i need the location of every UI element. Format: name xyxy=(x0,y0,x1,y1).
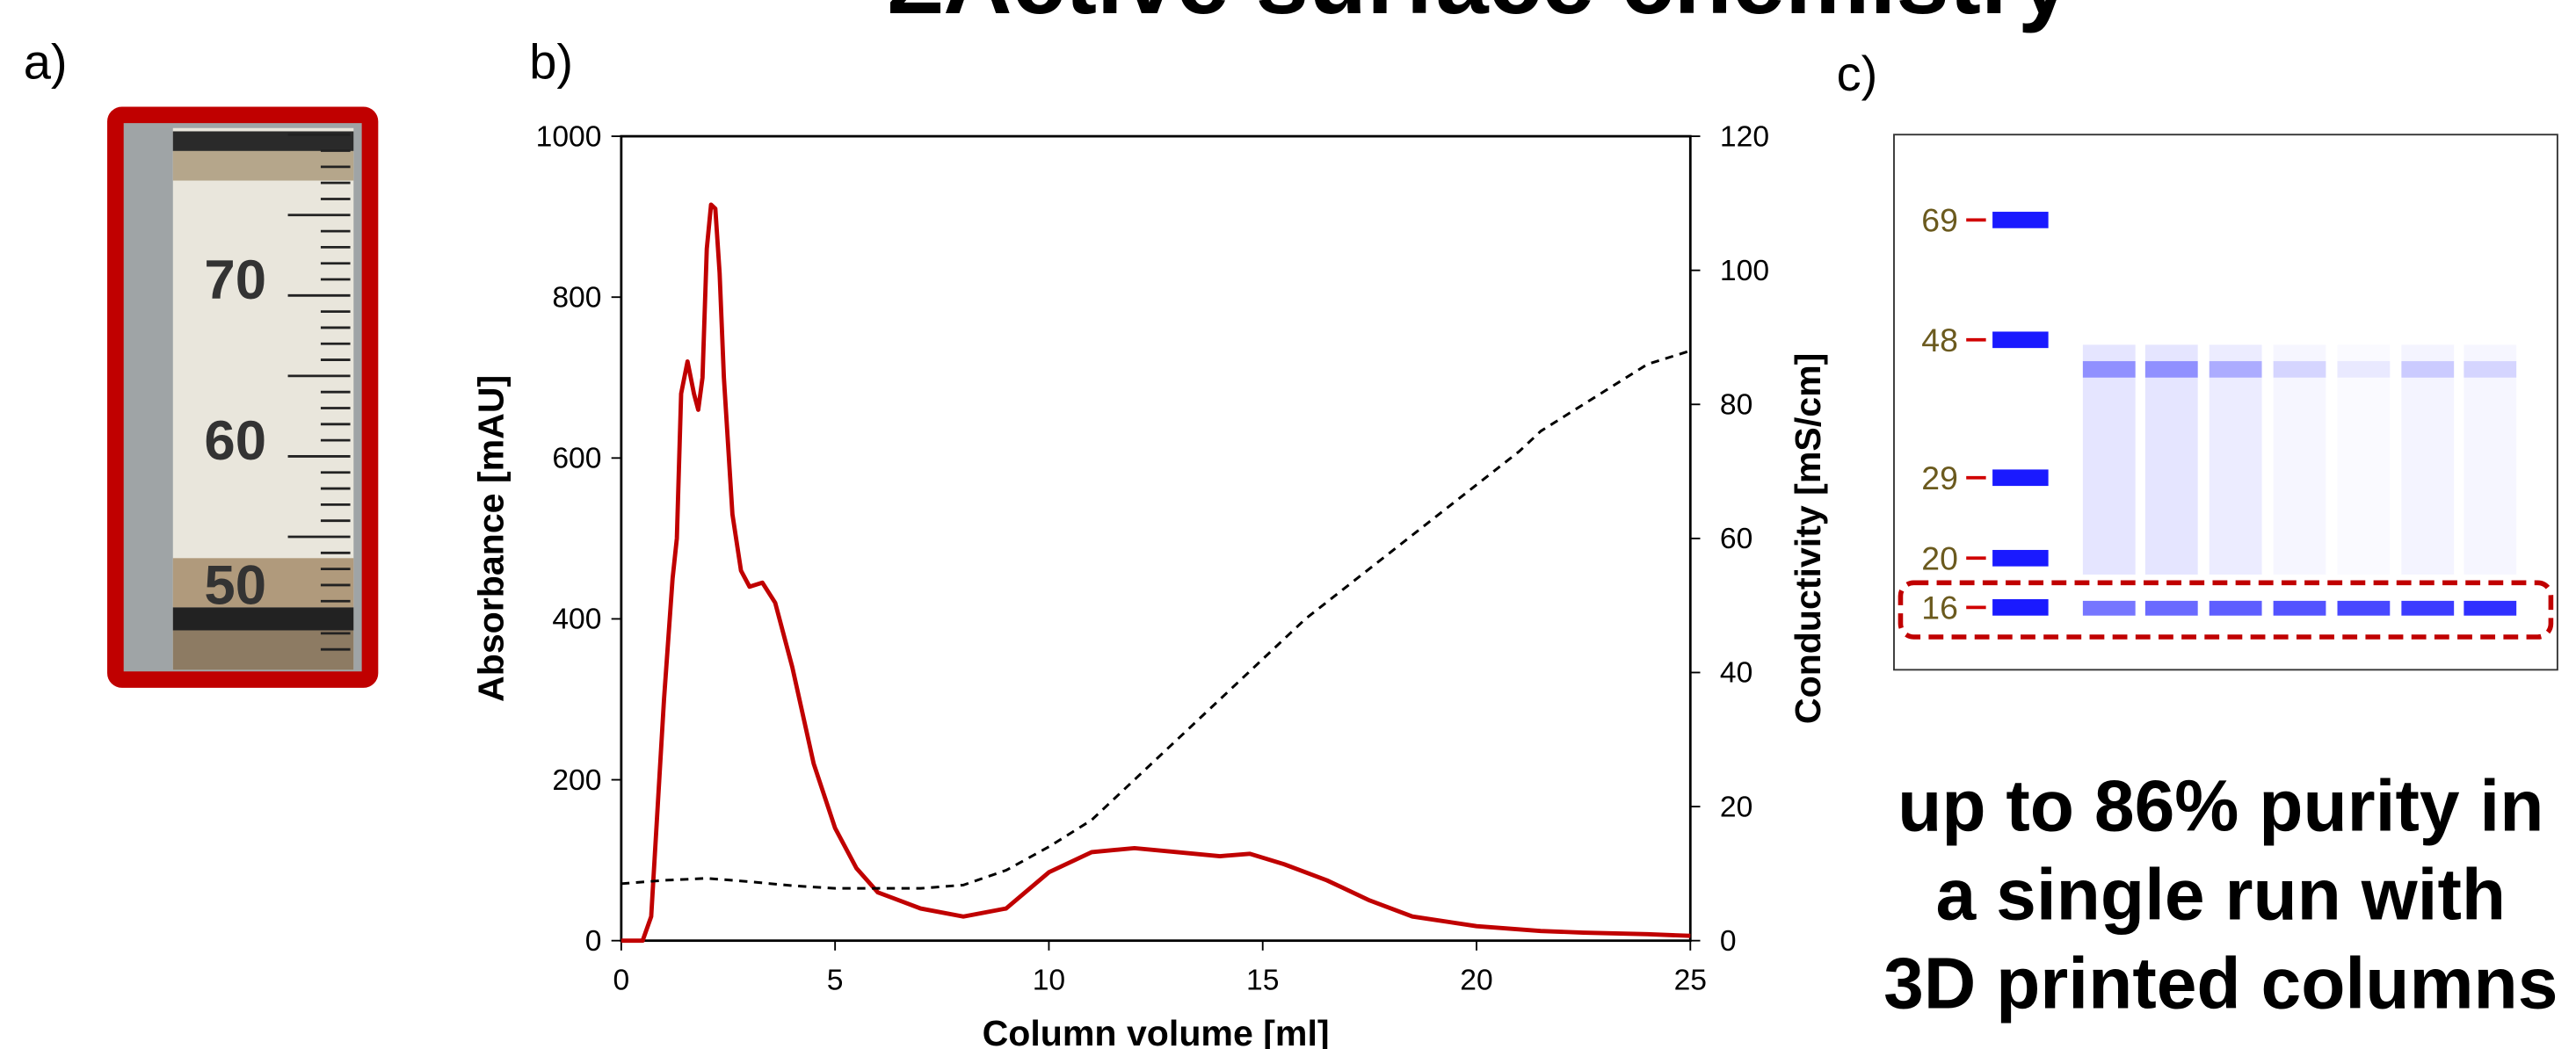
y-tick-label: 400 xyxy=(552,604,601,636)
marker-label: 69 xyxy=(1921,201,1958,238)
lane-smear xyxy=(2273,344,2326,575)
scale-label: 70 xyxy=(204,249,266,311)
conductivity-line xyxy=(620,349,1691,890)
y-tick-label: 800 xyxy=(552,281,601,314)
tube-band xyxy=(172,558,354,608)
lane-smear xyxy=(2464,344,2517,575)
column-photo xyxy=(107,106,379,688)
caption: up to 86% purity in a single run with 3D p… xyxy=(1883,766,2558,1024)
marker-band xyxy=(1992,212,2049,228)
lane-smear xyxy=(2209,344,2262,575)
highlight-box xyxy=(1898,580,2554,640)
ruler xyxy=(287,133,351,651)
gel: 69 48 29 20 16 xyxy=(1893,134,2558,671)
marker-label: 20 xyxy=(1921,539,1958,576)
lane-smear xyxy=(2082,344,2136,575)
figure-title: ΣActive surface chemistry xyxy=(886,0,2071,33)
tube-band xyxy=(172,131,354,151)
y2-axis-label: Conductivity [mS/cm] xyxy=(1788,353,1828,724)
x-tick-label: 5 xyxy=(827,965,844,997)
lane-band xyxy=(2401,600,2455,616)
panel-label: c) xyxy=(1837,46,1878,101)
lane-band xyxy=(2144,361,2198,378)
x-tick-label: 15 xyxy=(1246,965,1279,997)
plot-frame xyxy=(620,134,1692,943)
scale-label: 60 xyxy=(204,409,266,472)
lane-band xyxy=(2273,361,2326,378)
y-tick-label: 0 xyxy=(585,925,602,958)
y2-tick-label: 80 xyxy=(1720,388,1752,421)
x-tick-label: 20 xyxy=(1460,965,1492,997)
y2-tick-label: 0 xyxy=(1720,925,1737,958)
lane-smear xyxy=(2338,344,2391,575)
marker-band xyxy=(1992,549,2049,567)
scale-label: 50 xyxy=(204,554,266,617)
y2-tick-label: 100 xyxy=(1720,255,1769,287)
y2-tick-label: 60 xyxy=(1720,523,1752,555)
y2-tick-label: 20 xyxy=(1720,791,1752,823)
x-tick-label: 0 xyxy=(613,965,630,997)
lane-band xyxy=(2337,361,2391,378)
x-axis-label: Column volume [ml] xyxy=(983,1013,1330,1049)
marker-label: 48 xyxy=(1921,322,1958,358)
lane-band xyxy=(2209,361,2262,378)
y-tick-label: 1000 xyxy=(536,120,602,153)
lane-band xyxy=(2337,600,2391,616)
absorbance-line xyxy=(620,202,1691,944)
lane-band xyxy=(2273,600,2326,616)
marker-label: 16 xyxy=(1921,589,1958,626)
lane-band xyxy=(2401,361,2455,378)
marker-band xyxy=(1992,599,2049,616)
lane-band xyxy=(2082,361,2136,378)
y-tick-label: 600 xyxy=(552,443,601,475)
panel-label: a) xyxy=(24,34,68,90)
photo-frame xyxy=(107,106,379,688)
lane-smear xyxy=(2144,344,2198,575)
y2-tick-label: 40 xyxy=(1720,657,1752,690)
chart: 0 5 10 15 20 25 0 200 400 600 800 1000 0 20 40 60 80 100 1… xyxy=(470,120,1828,1049)
panel-label: b) xyxy=(529,34,573,90)
caption-line: a single run with xyxy=(1936,855,2507,935)
marker-band xyxy=(1992,469,2049,487)
lane-band xyxy=(2144,600,2198,616)
lane-band xyxy=(2082,600,2136,616)
tube-band xyxy=(172,607,354,631)
caption-line: up to 86% purity in xyxy=(1898,766,2543,846)
y-tick-label: 200 xyxy=(552,764,601,797)
lane-band xyxy=(2464,600,2517,616)
lane-band xyxy=(2464,361,2517,378)
marker-label: 29 xyxy=(1921,459,1958,496)
y-axis-label: Absorbance [mAU] xyxy=(470,375,511,702)
caption-line: 3D printed columns xyxy=(1883,944,2558,1024)
marker-band xyxy=(1992,331,2049,349)
y2-tick-label: 120 xyxy=(1720,120,1769,153)
x-tick-label: 25 xyxy=(1674,965,1707,997)
lane-band xyxy=(2209,600,2262,616)
x-tick-label: 10 xyxy=(1033,965,1065,997)
lane-smear xyxy=(2401,344,2455,575)
